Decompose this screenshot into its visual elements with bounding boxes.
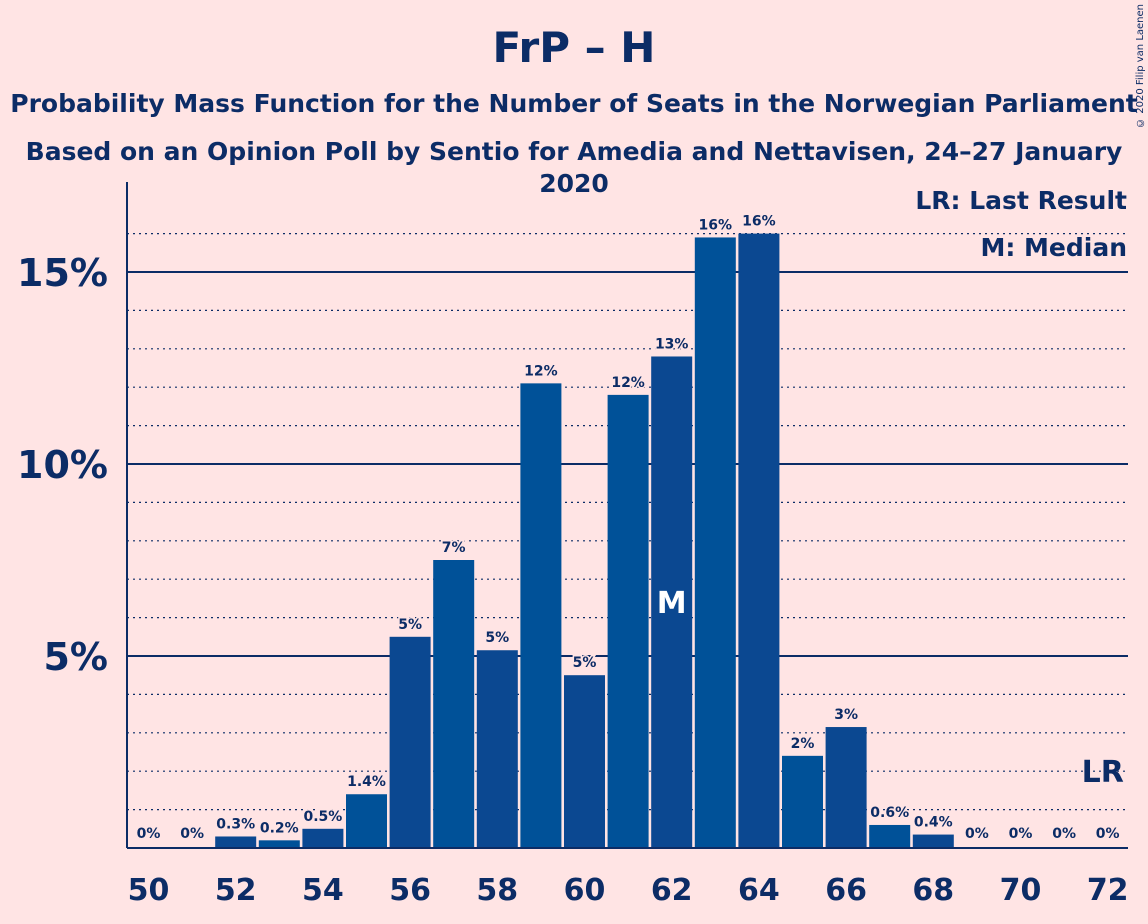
data-label-seat-52: 0.3% (216, 816, 255, 832)
x-tick-70: 70 (1000, 873, 1042, 908)
data-label-seat-64: 16% (742, 214, 776, 230)
x-tick-58: 58 (476, 873, 518, 908)
data-label-seat-63: 16% (699, 217, 733, 233)
bar-seat-62 (651, 356, 693, 848)
x-tick-64: 64 (738, 873, 780, 908)
data-label-seat-69: 0% (965, 826, 989, 842)
bar-seat-65 (782, 755, 823, 848)
data-labels: 0% 0% 0.3% 0.2%0.5% 1.4% 5% 7% 5% 12% 5% 12% 13% 16%… (135, 212, 1121, 843)
data-label-seat-70: 0% (1009, 826, 1033, 842)
y-tick-5: 5% (43, 635, 108, 679)
bar-seat-54 (302, 828, 344, 848)
x-tick-54: 54 (302, 873, 344, 908)
last-result-marker: LR (1082, 755, 1124, 790)
data-label-seat-56: 5% (398, 617, 422, 633)
bar-seat-55 (346, 794, 387, 848)
bars (215, 233, 954, 849)
bar-seat-57 (433, 560, 475, 848)
bar-seat-61 (607, 394, 649, 848)
data-label-seat-62: 13% (655, 336, 689, 352)
bar-seat-56 (389, 636, 431, 848)
bar-seat-59 (520, 383, 562, 848)
legend-last-result: LR: Last Result (915, 186, 1127, 215)
bar-seat-52 (215, 836, 257, 848)
bar-seat-58 (476, 650, 518, 848)
bar-seat-66 (825, 727, 867, 848)
data-label-seat-59: 12% (524, 363, 558, 379)
data-label-seat-66: 3% (834, 707, 858, 723)
data-label-seat-60: 5% (573, 655, 597, 671)
x-tick-66: 66 (825, 873, 867, 908)
bar-seat-53 (258, 840, 300, 848)
bar-seat-63 (694, 237, 736, 848)
bar-seat-60 (564, 675, 605, 848)
x-tick-72: 72 (1087, 873, 1129, 908)
x-tick-60: 60 (564, 873, 606, 908)
data-label-seat-55: 1.4% (347, 774, 386, 790)
data-label-seat-53: 0.2% (260, 820, 299, 836)
x-tick-68: 68 (912, 873, 954, 908)
median-marker: M (657, 586, 687, 621)
data-label-seat-71: 0% (1052, 826, 1076, 842)
data-label-seat-50: 0% (137, 826, 161, 842)
x-tick-52: 52 (215, 873, 257, 908)
data-label-seat-67: 0.6% (870, 805, 909, 821)
data-label-seat-68: 0.4% (914, 815, 953, 831)
data-label-seat-51: 0% (180, 826, 204, 842)
data-label-seat-57: 7% (442, 540, 466, 556)
y-tick-10: 10% (17, 443, 108, 487)
chart-subtitle-1: Probability Mass Function for the Number… (10, 89, 1138, 118)
data-label-seat-61: 12% (611, 375, 645, 391)
data-label-seat-58: 5% (485, 630, 509, 646)
data-label-seat-72: 0% (1096, 826, 1120, 842)
bar-seat-64 (738, 233, 780, 849)
x-axis-ticks: 50 52 54 56 58 60 62 64 66 68 70 72 (128, 873, 1129, 908)
legend-median: M: Median (980, 233, 1127, 262)
data-label-seat-65: 2% (791, 736, 815, 752)
x-tick-50: 50 (128, 873, 170, 908)
x-tick-56: 56 (389, 873, 431, 908)
bar-seat-67 (869, 824, 911, 848)
data-label-seat-54: 0.5% (303, 809, 342, 825)
chart-subtitle-2: Based on an Opinion Poll by Sentio for A… (25, 137, 1123, 198)
chart-title: FrP – H (492, 23, 656, 72)
x-tick-62: 62 (651, 873, 693, 908)
y-tick-15: 15% (17, 251, 108, 295)
y-axis-ticks: 5% 10% 15% (17, 251, 108, 679)
bar-seat-68 (912, 834, 954, 848)
